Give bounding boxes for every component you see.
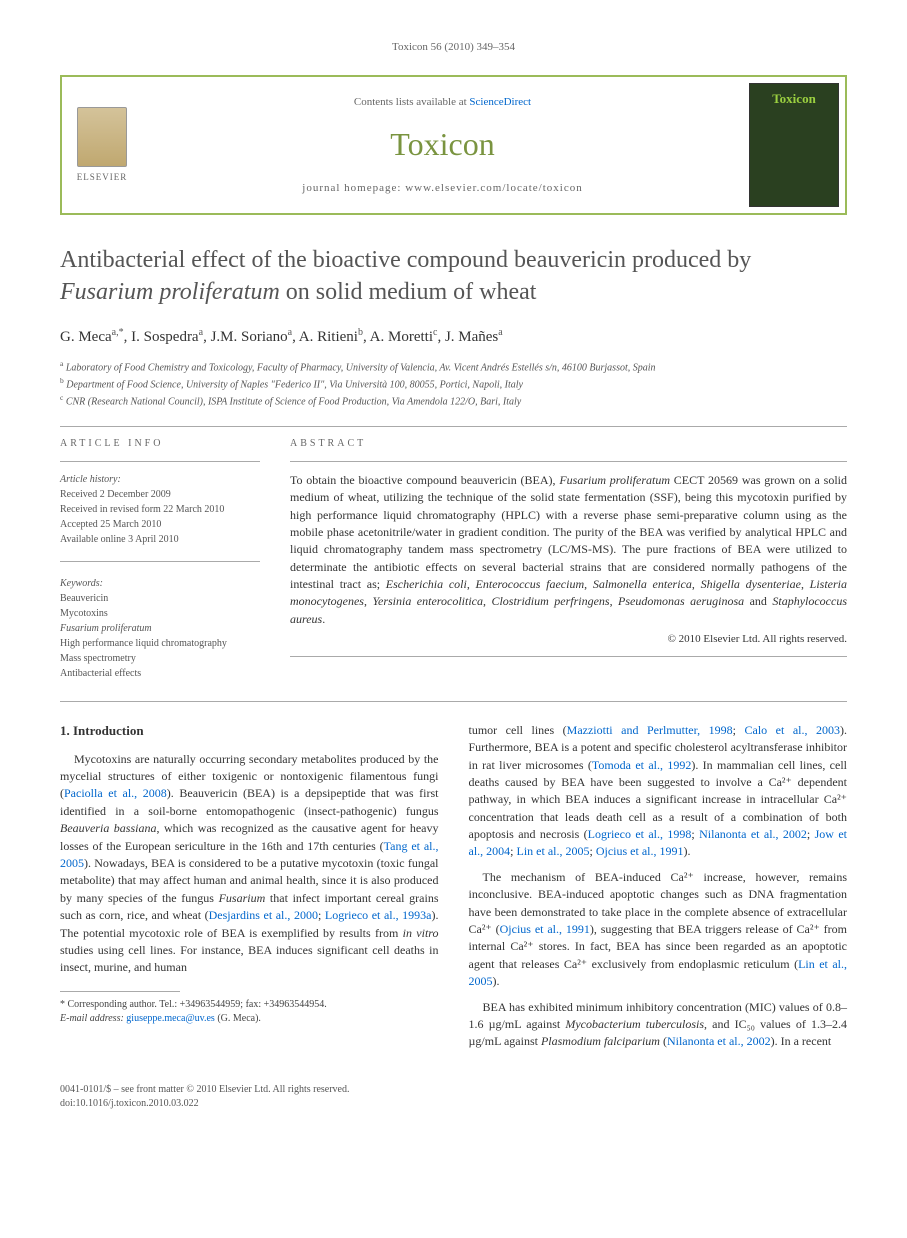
keywords-block: Keywords: BeauvericinMycotoxinsFusarium … xyxy=(60,576,260,681)
corresponding-author-line: * Corresponding author. Tel.: +349635449… xyxy=(60,998,439,1012)
divider xyxy=(60,561,260,562)
footnotes: * Corresponding author. Tel.: +349635449… xyxy=(60,998,439,1026)
history-accepted: Accepted 25 March 2010 xyxy=(60,517,260,532)
citation-link[interactable]: Logrieco et al., 1998 xyxy=(588,827,692,841)
affiliation: b Department of Food Science, University… xyxy=(60,375,847,392)
cover-label: Toxicon xyxy=(772,90,816,108)
citation-link[interactable]: Nilanonta et al., 2002 xyxy=(699,827,807,841)
title-line2-rest: on solid medium of wheat xyxy=(280,279,537,305)
keyword: Beauvericin xyxy=(60,591,260,606)
keywords-label: Keywords: xyxy=(60,576,260,591)
affiliation: c CNR (Research National Council), ISPA … xyxy=(60,392,847,409)
elsevier-tree-icon xyxy=(77,107,127,167)
author: G. Mecaa,* xyxy=(60,329,124,345)
citation-link[interactable]: Tomoda et al., 1992 xyxy=(592,758,692,772)
doi-line: doi:10.1016/j.toxicon.2010.03.022 xyxy=(60,1097,847,1111)
article-info-heading: ARTICLE INFO xyxy=(60,437,260,451)
col2-paragraph-3: BEA has exhibited minimum inhibitory con… xyxy=(469,999,848,1051)
keyword: Fusarium proliferatum xyxy=(60,621,260,636)
citation-link[interactable]: Ojcius et al., 1991 xyxy=(596,844,684,858)
abstract-text: To obtain the bioactive compound beauver… xyxy=(290,472,847,629)
body-two-columns: 1. Introduction Mycotoxins are naturally… xyxy=(60,722,847,1059)
citation-link[interactable]: Lin et al., 2005 xyxy=(517,844,590,858)
col2-paragraph-2: The mechanism of BEA-induced Ca²⁺ increa… xyxy=(469,869,848,991)
keyword: Antibacterial effects xyxy=(60,666,260,681)
homepage-url: www.elsevier.com/locate/toxicon xyxy=(405,182,583,194)
article-title: Antibacterial effect of the bioactive co… xyxy=(60,245,847,307)
affiliations-list: a Laboratory of Food Chemistry and Toxic… xyxy=(60,358,847,410)
elsevier-label: ELSEVIER xyxy=(77,171,128,184)
intro-heading: 1. Introduction xyxy=(60,722,439,741)
author: J.M. Sorianoa xyxy=(211,329,293,345)
history-label: Article history: xyxy=(60,472,260,487)
divider xyxy=(60,461,260,462)
divider xyxy=(290,656,847,657)
keyword: Mass spectrometry xyxy=(60,651,260,666)
article-history: Article history: Received 2 December 200… xyxy=(60,472,260,547)
homepage-prefix: journal homepage: xyxy=(302,182,405,194)
authors-list: G. Mecaa,*, I. Sospedraa, J.M. Sorianoa,… xyxy=(60,326,847,348)
citation-link[interactable]: Nilanonta et al., 2002 xyxy=(667,1034,771,1048)
email-link[interactable]: giuseppe.meca@uv.es xyxy=(126,1013,215,1024)
body-column-left: 1. Introduction Mycotoxins are naturally… xyxy=(60,722,439,1059)
col2-paragraph-1: tumor cell lines (Mazziotti and Perlmutt… xyxy=(469,722,848,861)
divider xyxy=(60,426,847,427)
author: J. Mañesa xyxy=(445,329,503,345)
contents-available-line: Contents lists available at ScienceDirec… xyxy=(354,95,531,110)
divider xyxy=(60,701,847,702)
history-revised: Received in revised form 22 March 2010 xyxy=(60,502,260,517)
citation-link[interactable]: Mazziotti and Perlmutter, 1998 xyxy=(567,723,733,737)
title-italic-species: Fusarium proliferatum xyxy=(60,279,280,305)
author: A. Ritienib xyxy=(299,329,363,345)
elsevier-logo: ELSEVIER xyxy=(62,77,142,213)
journal-center: Contents lists available at ScienceDirec… xyxy=(142,77,743,213)
journal-homepage-line: journal homepage: www.elsevier.com/locat… xyxy=(302,181,582,196)
intro-paragraph-1: Mycotoxins are naturally occurring secon… xyxy=(60,751,439,977)
affiliation: a Laboratory of Food Chemistry and Toxic… xyxy=(60,358,847,375)
abstract-heading: ABSTRACT xyxy=(290,437,847,451)
email-suffix: (G. Meca). xyxy=(215,1013,261,1024)
citation-link[interactable]: Calo et al., 2003 xyxy=(745,723,841,737)
keyword: Mycotoxins xyxy=(60,606,260,621)
author: A. Morettic xyxy=(370,329,438,345)
journal-cover-thumbnail: Toxicon xyxy=(749,83,839,207)
history-received: Received 2 December 2009 xyxy=(60,487,260,502)
running-header: Toxicon 56 (2010) 349–354 xyxy=(60,40,847,55)
sciencedirect-link[interactable]: ScienceDirect xyxy=(469,96,531,108)
divider xyxy=(290,461,847,462)
citation-link[interactable]: Desjardins et al., 2000 xyxy=(209,908,318,922)
email-label: E-mail address: xyxy=(60,1013,124,1024)
citation-link[interactable]: Paciolla et al., 2008 xyxy=(64,786,167,800)
bottom-info: 0041-0101/$ – see front matter © 2010 El… xyxy=(60,1083,847,1111)
citation-link[interactable]: Lin et al., 2005 xyxy=(469,957,848,988)
email-line: E-mail address: giuseppe.meca@uv.es (G. … xyxy=(60,1012,439,1026)
citation-link[interactable]: Logrieco et al., 1993a xyxy=(325,908,432,922)
info-abstract-row: ARTICLE INFO Article history: Received 2… xyxy=(60,437,847,681)
citation-link[interactable]: Ojcius et al., 1991 xyxy=(500,922,590,936)
article-info-column: ARTICLE INFO Article history: Received 2… xyxy=(60,437,260,681)
footnote-separator xyxy=(60,991,180,992)
journal-name: Toxicon xyxy=(390,122,494,167)
body-column-right: tumor cell lines (Mazziotti and Perlmutt… xyxy=(469,722,848,1059)
author: I. Sospedraa xyxy=(131,329,203,345)
title-line1: Antibacterial effect of the bioactive co… xyxy=(60,247,751,273)
abstract-column: ABSTRACT To obtain the bioactive compoun… xyxy=(290,437,847,681)
keyword: High performance liquid chromatography xyxy=(60,636,260,651)
copyright-line: © 2010 Elsevier Ltd. All rights reserved… xyxy=(290,632,847,647)
contents-prefix: Contents lists available at xyxy=(354,96,469,108)
citation-link[interactable]: Tang et al., 2005 xyxy=(60,839,439,870)
history-online: Available online 3 April 2010 xyxy=(60,532,260,547)
front-matter-line: 0041-0101/$ – see front matter © 2010 El… xyxy=(60,1083,847,1097)
journal-header-box: ELSEVIER Contents lists available at Sci… xyxy=(60,75,847,215)
